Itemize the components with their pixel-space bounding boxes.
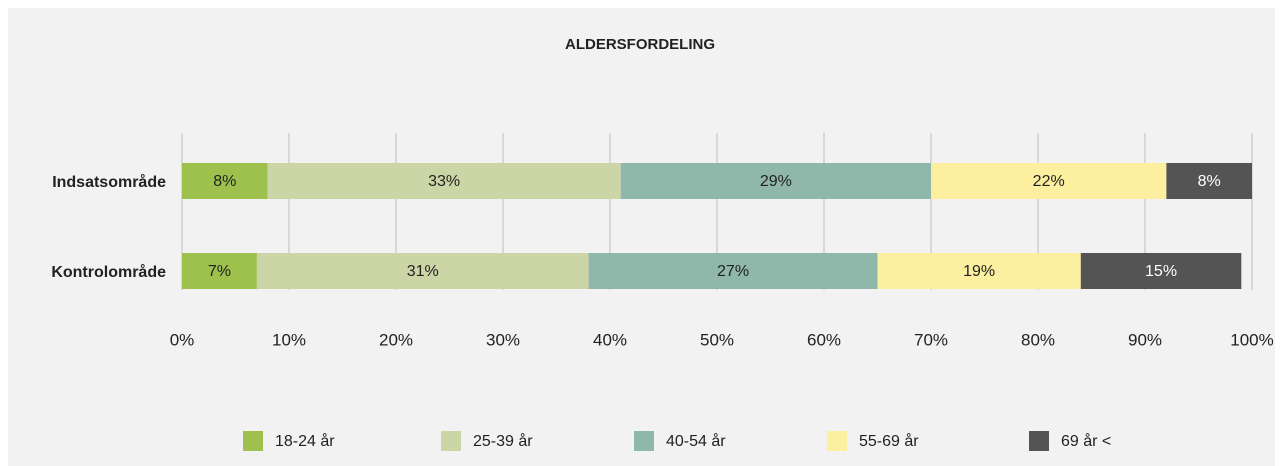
- y-tick-label: Indsatsområde: [52, 173, 166, 191]
- x-tick-label: 40%: [593, 330, 627, 349]
- x-tick-label: 50%: [700, 330, 734, 349]
- data-label: 22%: [1033, 173, 1065, 190]
- legend-label: 40-54 år: [666, 432, 726, 450]
- x-tick-label: 30%: [486, 330, 520, 349]
- legend-label: 69 år <: [1061, 432, 1111, 450]
- legend-swatch: [243, 431, 263, 451]
- legend-label: 18-24 år: [275, 432, 335, 450]
- legend-label: 25-39 år: [473, 432, 533, 450]
- bar-segment: [267, 163, 621, 199]
- bar-segment: [1166, 163, 1252, 199]
- data-label: 31%: [407, 263, 439, 280]
- y-tick-label: Kontrolområde: [51, 263, 166, 281]
- data-label: 8%: [213, 173, 236, 190]
- data-label: 8%: [1198, 173, 1221, 190]
- bar-segment: [182, 163, 268, 199]
- bar-segment: [620, 163, 931, 199]
- legend-label: 55-69 år: [859, 432, 919, 450]
- bar-segment: [1080, 253, 1242, 289]
- x-tick-label: 100%: [1230, 330, 1273, 349]
- x-tick-label: 70%: [914, 330, 948, 349]
- panel: [8, 8, 1275, 466]
- data-label: 19%: [963, 263, 995, 280]
- data-label: 7%: [208, 263, 231, 280]
- data-label: 15%: [1145, 263, 1177, 280]
- data-label: 29%: [760, 173, 792, 190]
- chart-title: ALDERSFORDELING: [565, 36, 715, 53]
- legend-swatch: [1029, 431, 1049, 451]
- x-tick-label: 20%: [379, 330, 413, 349]
- x-tick-label: 60%: [807, 330, 841, 349]
- bar-segment: [877, 253, 1081, 289]
- bar-segment: [182, 253, 257, 289]
- x-tick-label: 0%: [170, 330, 195, 349]
- x-tick-label: 90%: [1128, 330, 1162, 349]
- data-label: 33%: [428, 173, 460, 190]
- bar-segment: [256, 253, 589, 289]
- legend-swatch: [827, 431, 847, 451]
- data-label: 27%: [717, 263, 749, 280]
- bar-segment: [588, 253, 878, 289]
- x-tick-label: 10%: [272, 330, 306, 349]
- x-tick-label: 80%: [1021, 330, 1055, 349]
- legend-swatch: [441, 431, 461, 451]
- bar-segment: [931, 163, 1167, 199]
- legend-swatch: [634, 431, 654, 451]
